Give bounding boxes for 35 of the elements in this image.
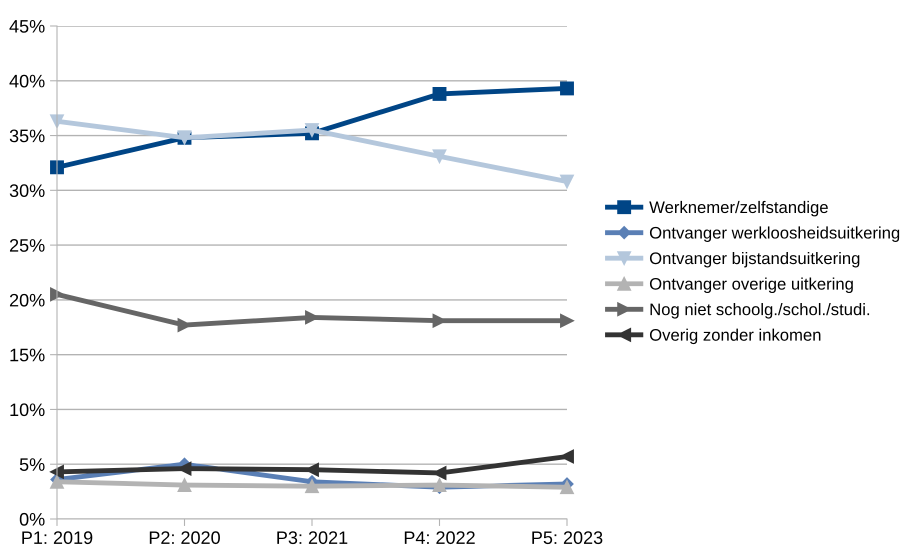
legend-label: Ontvanger bijstandsuitkering [650,252,860,268]
y-tick-label: 45% [9,20,45,33]
point [560,174,574,189]
point [560,480,574,494]
legend-label: Nog niet schoolg./schol./studi. [650,303,870,319]
point [178,478,192,492]
point [50,464,64,479]
x-tick-label: P3: 2021 [277,531,348,544]
legend-label: Werknemer/zelfstandige [649,200,828,216]
y-tick-label: 5% [20,458,45,471]
x-tick-label: P1: 2019 [22,531,92,544]
y-tick-label: 20% [10,294,45,307]
y-tick-label: 30% [10,184,45,198]
legend-label: Ontvanger overige uitkering [650,278,853,294]
x-tick-label: P5: 2023 [532,531,602,544]
y-tick-label: 10% [10,403,45,416]
y-tick-label: 40% [9,74,45,88]
point [305,479,319,494]
y-tick-label: 25% [10,239,45,252]
point [432,86,446,101]
point [432,149,446,164]
legend-label: Overig zonder inkomen [650,328,820,344]
point [560,314,574,328]
legend-label: Ontvanger werkloosheidsuitkering [650,226,900,242]
point [560,82,574,96]
y-tick-label: 0% [20,512,45,526]
x-tick-label: P4: 2022 [404,531,475,544]
x-tick-label: P2: 2020 [150,531,220,544]
point [432,478,446,492]
y-tick-label: 15% [10,348,45,362]
point [50,160,64,174]
point [560,450,574,464]
point [305,123,319,138]
point [50,287,64,302]
y-tick-label: 35% [10,129,45,142]
